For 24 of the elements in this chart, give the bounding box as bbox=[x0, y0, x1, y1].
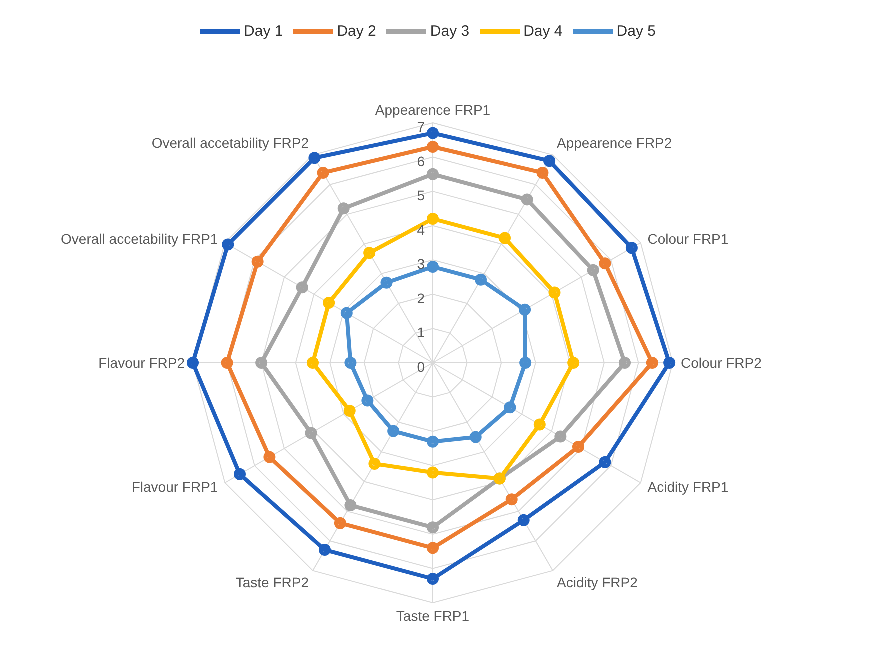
y-tick-label: 3 bbox=[417, 256, 426, 272]
spoke-label: Taste FRP1 bbox=[396, 608, 470, 624]
y-tick-label: 0 bbox=[417, 359, 426, 375]
legend-label: Day 1 bbox=[244, 22, 284, 40]
spoke-label: Flavour FRP2 bbox=[98, 354, 186, 371]
y-tick-label: 7 bbox=[417, 119, 426, 135]
y-tick-label: 5 bbox=[417, 188, 426, 204]
spoke-label: Acidity FRP2 bbox=[557, 574, 638, 591]
spoke-label: Taste FRP2 bbox=[236, 574, 310, 591]
legend-label: Day 3 bbox=[430, 22, 470, 40]
spoke-label: Overall accetability FRP2 bbox=[152, 135, 310, 152]
y-tick-label: 6 bbox=[417, 153, 426, 170]
y-tick-label: 2 bbox=[417, 290, 426, 306]
spoke-label: Overall accetability FRP1 bbox=[61, 230, 218, 247]
spoke-label: Flavour FRP1 bbox=[132, 478, 218, 495]
spoke-label: Appearence FRP1 bbox=[375, 102, 491, 118]
spoke-label: Appearence FRP2 bbox=[557, 135, 672, 152]
legend-label: Day 2 bbox=[337, 22, 376, 40]
spoke-label: Colour FRP2 bbox=[681, 354, 762, 371]
legend-label: Day 4 bbox=[524, 22, 563, 40]
spoke-label: Colour FRP1 bbox=[648, 230, 729, 247]
y-tick-label: 1 bbox=[417, 324, 426, 341]
spoke-label: Acidity FRP1 bbox=[648, 478, 729, 495]
legend-label: Day 5 bbox=[616, 22, 656, 40]
